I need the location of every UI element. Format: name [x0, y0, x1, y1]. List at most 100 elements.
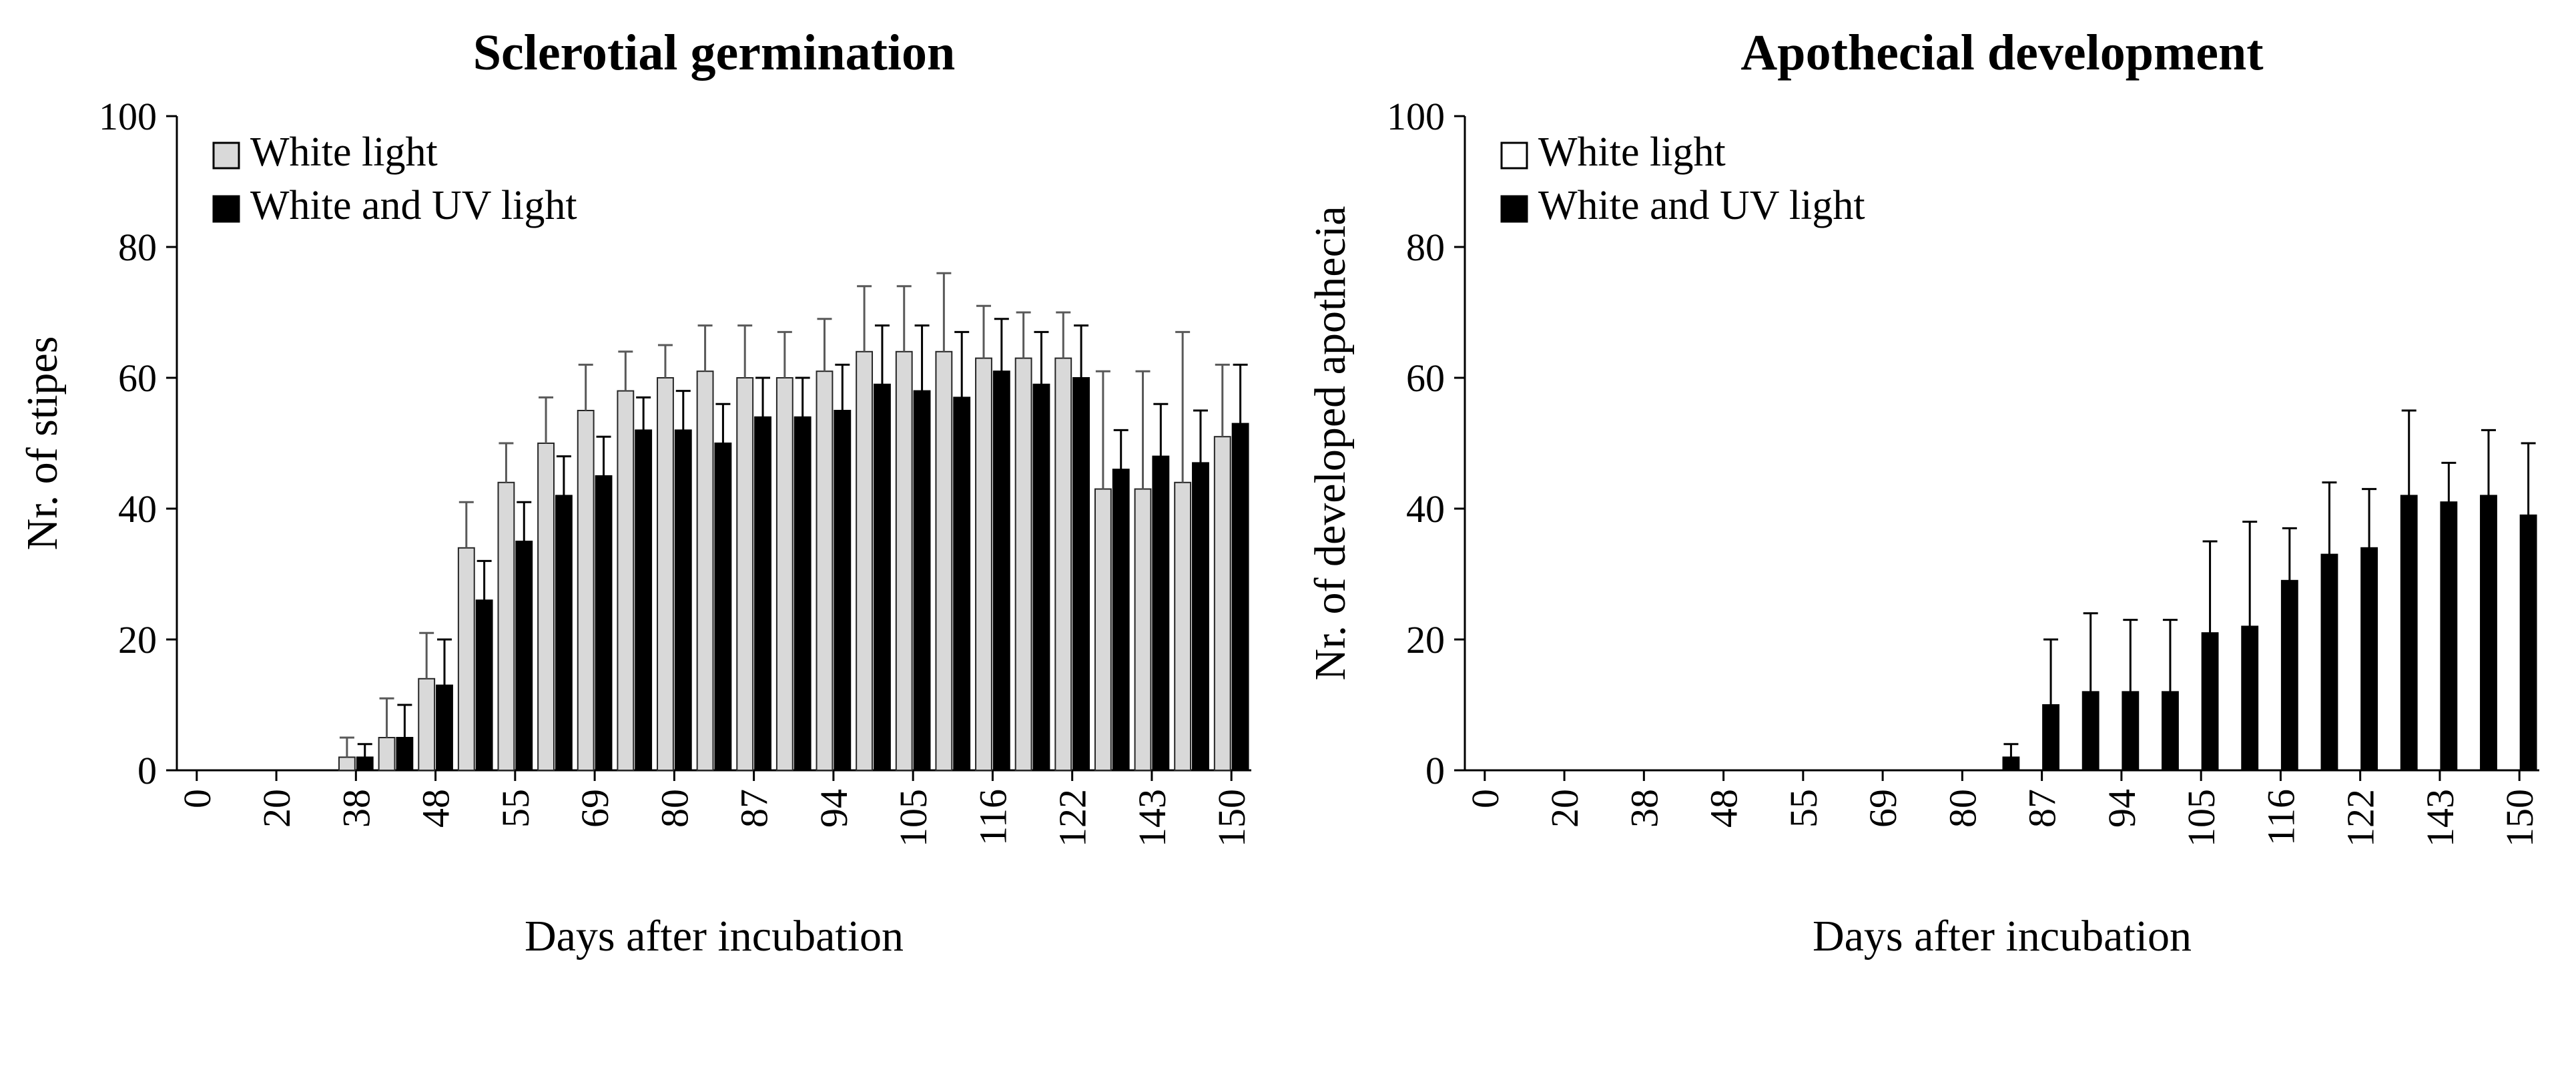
y-tick-label: 60	[118, 356, 157, 400]
bar	[992, 370, 1010, 771]
bar	[816, 370, 834, 771]
x-tick-label: 94	[2100, 789, 2144, 828]
bar	[635, 429, 653, 771]
bar	[775, 377, 793, 771]
sclerotial-germination-chart: Days after incubation Nr. of stipes 0 20 4…	[18, 95, 1253, 961]
bar	[2241, 625, 2259, 772]
x-tick-label: 105	[892, 789, 935, 847]
y-tick-label: 20	[118, 618, 157, 661]
x-tick-label: 0	[176, 789, 219, 808]
bar	[754, 416, 771, 771]
x-tick-label: 38	[1622, 789, 1666, 828]
y-tick-label: 100	[99, 95, 157, 138]
x-tick-label: 69	[1861, 789, 1905, 828]
bar	[2201, 632, 2219, 772]
bar	[457, 547, 475, 771]
bar	[577, 410, 595, 771]
bars-layer	[2002, 409, 2537, 772]
axes	[1454, 115, 2539, 781]
y-tick-label: 80	[1406, 226, 1445, 269]
y-tick-labels: 0 20 40 60 80 100	[99, 95, 157, 792]
x-tick-label: 20	[1543, 789, 1586, 828]
bar	[396, 737, 414, 771]
y-tick-label: 0	[1425, 749, 1445, 792]
legend-label: White light	[250, 129, 438, 175]
x-tick-label: 122	[1051, 789, 1094, 847]
bar	[2440, 501, 2458, 771]
legend-swatch	[1500, 142, 1528, 170]
y-tick-label: 40	[1406, 487, 1445, 531]
x-tick-label: 20	[255, 789, 298, 828]
x-axis-title: Days after incubation	[1813, 912, 2192, 961]
legend-label: White light	[1538, 129, 1726, 175]
bar	[356, 756, 374, 772]
bar	[555, 495, 573, 772]
bar	[2360, 547, 2378, 771]
bar	[475, 599, 493, 772]
bar	[714, 443, 732, 771]
legend: White light White and UV light	[1500, 129, 1865, 228]
bar	[793, 416, 812, 771]
bar	[1134, 488, 1152, 771]
x-tick-label: 55	[1782, 789, 1825, 828]
x-tick-label: 87	[2021, 789, 2064, 828]
legend-swatch	[212, 142, 240, 170]
legend-label: White and UV light	[250, 183, 577, 228]
x-tick-label: 150	[1210, 789, 1253, 847]
x-tick-label: 48	[414, 789, 458, 828]
bars-layer	[338, 272, 1249, 772]
bar	[736, 377, 754, 771]
bar	[436, 684, 453, 771]
y-tick-label: 60	[1406, 356, 1445, 400]
bar	[2081, 691, 2100, 772]
bar	[1054, 357, 1072, 772]
x-tick-label: 143	[1131, 789, 1174, 847]
bar	[696, 370, 714, 771]
bar	[2042, 704, 2059, 771]
x-tick-label: 87	[733, 789, 776, 828]
x-tick-label: 143	[2419, 789, 2462, 847]
y-tick-label: 40	[118, 487, 157, 531]
y-tick-label: 0	[137, 749, 157, 792]
y-tick-label: 20	[1406, 618, 1445, 661]
bar	[418, 678, 436, 771]
bar	[913, 390, 931, 772]
x-tick-label: 116	[2259, 789, 2302, 846]
x-tick-label: 105	[2180, 789, 2223, 847]
bar	[1231, 423, 1249, 772]
bar	[2002, 756, 2020, 772]
bar	[1032, 383, 1050, 771]
x-axis-title: Days after incubation	[525, 912, 904, 961]
bar	[2480, 495, 2497, 772]
x-tick-label: 80	[1941, 789, 1984, 828]
x-tick-label: 55	[494, 789, 537, 828]
x-tick-labels: 0 20 38 48 55 69 80 87 94 105 116 122 143 150	[1464, 789, 2541, 847]
legend-label: White and UV light	[1538, 183, 1865, 228]
x-tick-label: 0	[1464, 789, 1507, 808]
chart-title-apothecial: Apothecial development	[1740, 25, 2264, 81]
bar	[975, 357, 992, 772]
bar	[1112, 469, 1130, 771]
legend-swatch	[1500, 195, 1528, 223]
bar	[1213, 436, 1231, 771]
bar	[2320, 553, 2338, 771]
bar	[874, 383, 891, 771]
y-tick-label: 80	[118, 226, 157, 269]
y-tick-labels: 0 20 40 60 80 100	[1387, 95, 1445, 792]
bar	[617, 390, 635, 772]
bar	[2162, 691, 2179, 772]
legend-swatch	[212, 195, 240, 223]
x-tick-label: 94	[812, 789, 856, 828]
apothecial-development-chart: Days after incubation Nr. of developed a…	[1306, 95, 2541, 961]
bar	[2519, 514, 2537, 771]
chart-title-sclerotial: Sclerotial germination	[472, 25, 956, 81]
x-tick-label: 122	[2339, 789, 2382, 847]
bar	[338, 756, 356, 772]
bar	[595, 475, 613, 771]
chart-panel-sclerotial-germination: Sclerotial germination Days after incuba…	[0, 16, 1288, 1072]
bar	[497, 481, 515, 771]
bar	[1014, 357, 1032, 772]
bar	[378, 737, 396, 771]
bar	[1174, 481, 1192, 771]
